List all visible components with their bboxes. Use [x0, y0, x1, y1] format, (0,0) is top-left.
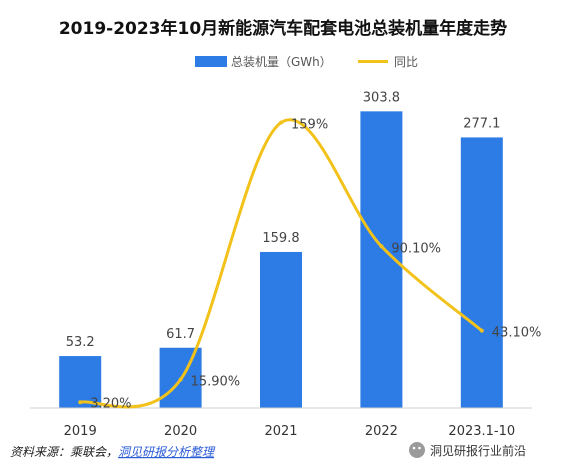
- bar-value-label-1: 61.7: [166, 327, 195, 342]
- yoy-point-2: [279, 120, 283, 125]
- legend-bar-label: 总装机量（GWh）: [231, 55, 332, 69]
- yoy-point-3: [379, 244, 384, 249]
- yoy-label-3: 90.10%: [391, 241, 441, 256]
- chart-title: 2019-2023年10月新能源汽车配套电池总装机量年度走势: [59, 18, 507, 39]
- bars-layer: [59, 111, 503, 409]
- x-tick-3: 2022: [365, 424, 398, 439]
- wechat-icon-eye-left: [412, 446, 416, 450]
- yoy-point-1: [178, 377, 183, 382]
- x-tick-1: 2020: [164, 424, 197, 439]
- yoy-label-4: 43.10%: [492, 326, 542, 341]
- bar-value-label-3: 303.8: [363, 90, 400, 105]
- source-link[interactable]: 洞见研报分析整理: [118, 445, 216, 459]
- bar-2: [260, 251, 302, 408]
- yoy-label-2: 159%: [291, 118, 328, 133]
- yoy-point-4: [479, 328, 484, 333]
- x-tick-4: 2023.1-10: [448, 424, 515, 439]
- bar-0: [59, 356, 102, 408]
- labels-layer: 53.2 61.7 159.8 303.8 277.1 3.20% 15.90% 159% 90…: [66, 90, 542, 411]
- x-ticks: 2019 2020 2021 2022 2023.1-10: [64, 424, 516, 439]
- legend-bar-swatch: [195, 56, 227, 67]
- source-prefix: 资料来源：乘联会，: [10, 445, 118, 459]
- bar-value-label-0: 53.2: [66, 335, 95, 350]
- legend-line-label: 同比: [394, 55, 418, 69]
- bar-value-label-2: 159.8: [262, 231, 299, 246]
- bar-value-label-4: 277.1: [463, 116, 500, 131]
- source-text: 资料来源：乘联会，洞见研报分析整理: [10, 445, 216, 459]
- yoy-label-0: 3.20%: [90, 396, 131, 411]
- x-tick-0: 2019: [64, 424, 97, 439]
- watermark-brand: 洞见研报行业前沿: [430, 443, 526, 458]
- x-tick-2: 2021: [264, 424, 297, 439]
- bar-4: [460, 137, 503, 409]
- yoy-point-0: [78, 400, 83, 405]
- line-layer: [78, 118, 484, 409]
- wechat-icon-eye-right: [418, 446, 421, 450]
- source-note: 资料来源：乘联会，洞见研报分析整理: [10, 445, 216, 459]
- watermark: 洞见研报行业前沿: [409, 442, 526, 458]
- legend: 总装机量（GWh） 同比: [195, 55, 418, 69]
- yoy-label-1: 15.90%: [191, 374, 241, 389]
- wechat-icon: [409, 442, 425, 458]
